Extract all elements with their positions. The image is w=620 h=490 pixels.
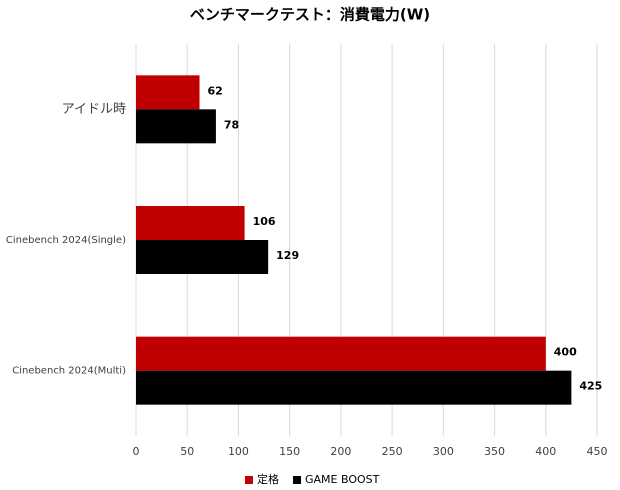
x-tick-label: 350 xyxy=(484,445,505,458)
legend-swatch xyxy=(293,476,301,484)
y-tick-label: Cinebench 2024(Multi) xyxy=(12,366,126,377)
bar xyxy=(136,336,546,371)
bar xyxy=(136,109,216,144)
data-label: 62 xyxy=(208,84,223,97)
y-tick-label: Cinebench 2024(Single) xyxy=(6,235,126,246)
x-tick-label: 100 xyxy=(228,445,249,458)
data-label: 78 xyxy=(224,118,239,131)
bar xyxy=(136,206,245,240)
bar xyxy=(136,240,269,274)
x-tick-label: 250 xyxy=(382,445,403,458)
data-label: 400 xyxy=(554,346,577,359)
bar xyxy=(136,370,572,405)
x-tick-label: 450 xyxy=(587,445,608,458)
x-tick-label: 0 xyxy=(133,445,140,458)
data-label: 106 xyxy=(253,215,276,228)
bar xyxy=(136,75,200,110)
legend-swatch xyxy=(245,476,253,484)
legend-label: 定格 xyxy=(257,472,279,486)
x-tick-label: 150 xyxy=(279,445,300,458)
y-tick-label: アイドル時 xyxy=(62,102,126,117)
x-tick-label: 50 xyxy=(180,445,194,458)
data-label: 425 xyxy=(579,380,602,393)
chart-title: ベンチマークテスト：消費電力(W) xyxy=(190,6,430,24)
x-tick-label: 300 xyxy=(433,445,454,458)
x-tick-label: 400 xyxy=(535,445,556,458)
legend-label: GAME BOOST xyxy=(305,473,380,486)
data-label: 129 xyxy=(276,249,299,262)
x-tick-label: 200 xyxy=(330,445,351,458)
